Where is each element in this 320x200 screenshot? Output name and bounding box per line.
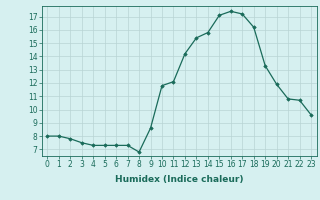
X-axis label: Humidex (Indice chaleur): Humidex (Indice chaleur) (115, 175, 244, 184)
